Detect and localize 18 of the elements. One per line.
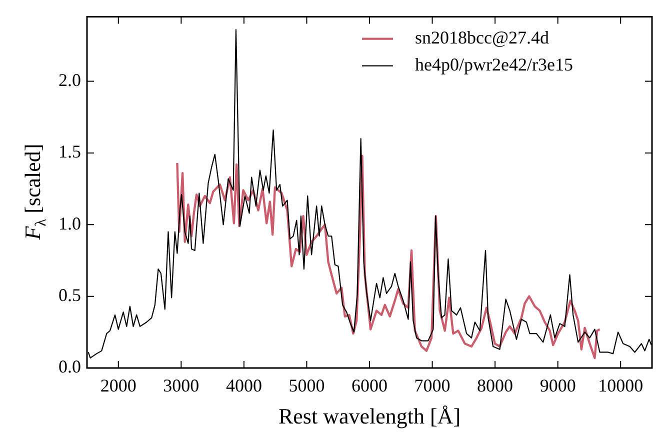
x-tick-label: 6000 — [352, 376, 388, 396]
x-tick-label: 2000 — [100, 376, 136, 396]
x-tick-label: 3000 — [163, 376, 200, 396]
legend-label: he4p0/pwr2e42/r3e15 — [415, 54, 573, 75]
y-tick-label: 0.5 — [58, 285, 81, 306]
y-tick-label: 0.0 — [58, 356, 81, 377]
legend-label: sn2018bcc@27.4d — [415, 28, 550, 48]
x-tick-label: 10000 — [598, 376, 644, 396]
y-tick-label: 1.5 — [58, 142, 81, 162]
x-tick-label: 8000 — [477, 376, 514, 396]
x-tick-label: 4000 — [226, 376, 262, 396]
y-tick-label: 1.0 — [58, 213, 81, 234]
y-axis-title: Fλ [scaled] — [20, 144, 50, 241]
x-tick-label: 9000 — [540, 376, 576, 396]
x-axis-title: Rest wavelength [Å] — [278, 404, 461, 429]
x-tick-label: 7000 — [414, 376, 450, 396]
x-tick-label: 5000 — [288, 376, 325, 396]
y-tick-label: 2.0 — [58, 70, 81, 90]
